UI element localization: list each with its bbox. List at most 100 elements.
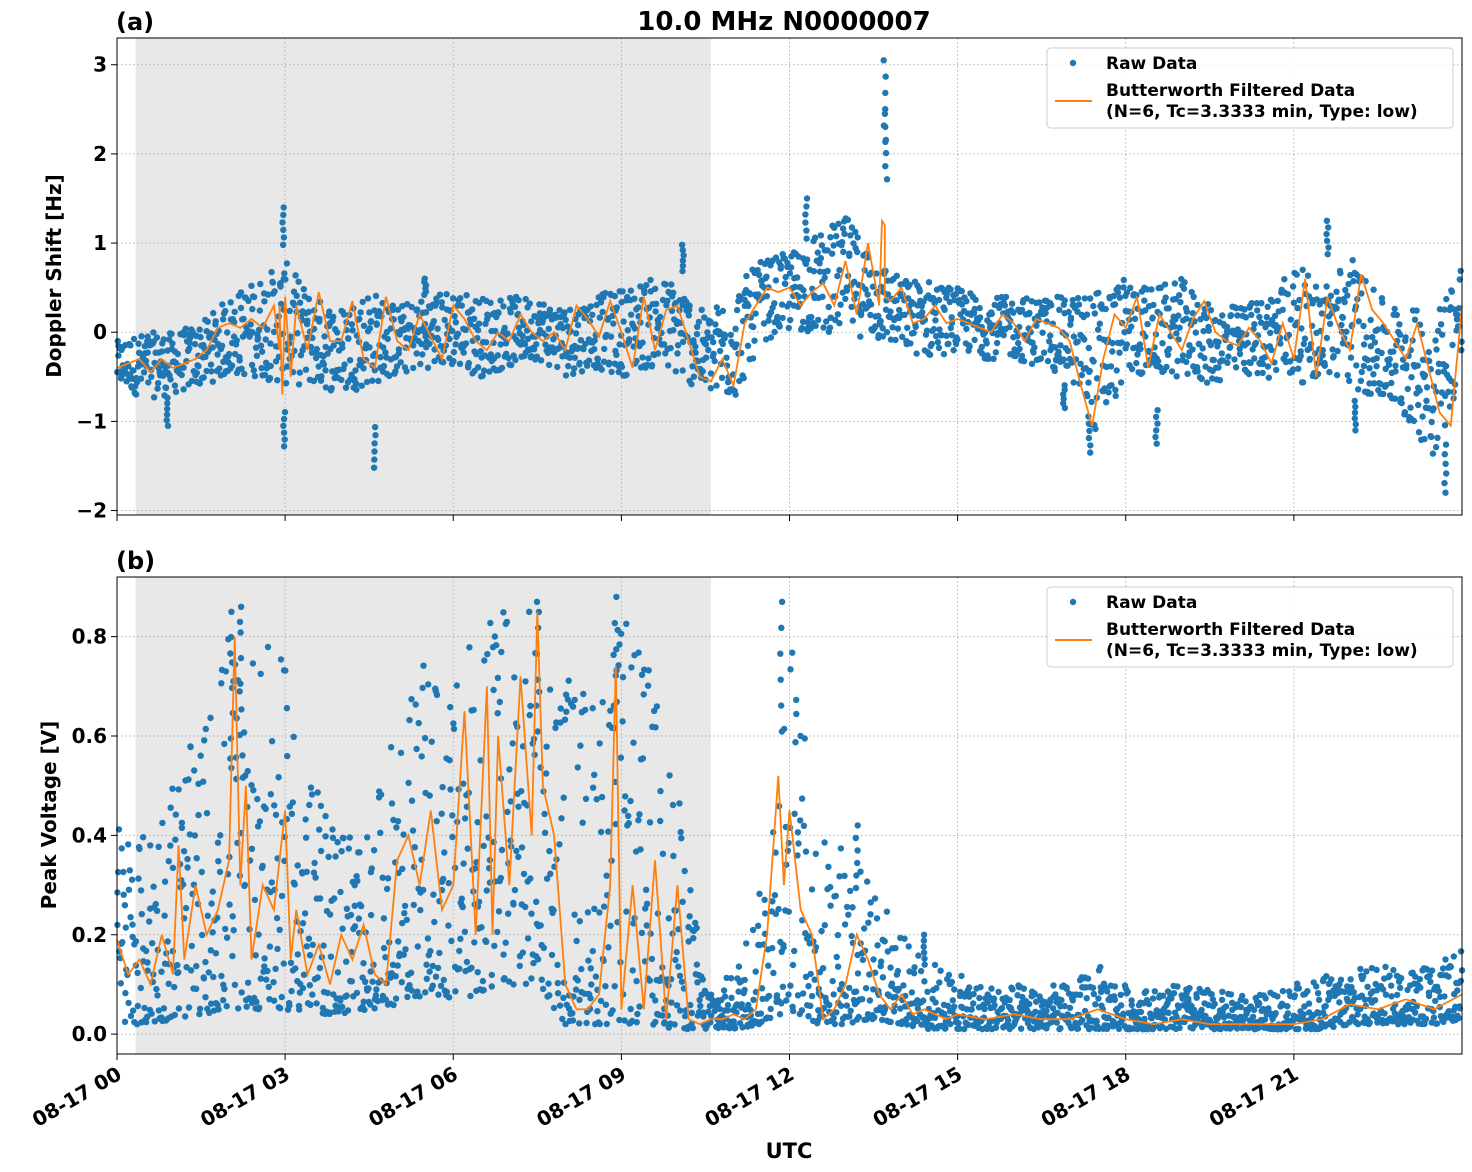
raw-data-point (416, 993, 423, 1000)
raw-data-point (196, 380, 203, 387)
raw-data-point (776, 1011, 784, 1018)
raw-data-point (1300, 1011, 1307, 1018)
raw-data-point (881, 938, 888, 945)
raw-data-point (1057, 1025, 1064, 1032)
raw-data-point (883, 329, 891, 336)
raw-data-point (1323, 283, 1330, 290)
raw-data-point (601, 345, 608, 353)
raw-data-point (1382, 963, 1389, 971)
raw-data-point (474, 364, 482, 371)
raw-data-point (954, 336, 961, 343)
raw-data-point (280, 415, 288, 423)
raw-data-point (1232, 305, 1240, 312)
raw-data-point (882, 89, 889, 97)
raw-data-point (1361, 996, 1369, 1003)
raw-data-point (461, 815, 469, 822)
raw-data-point (1227, 343, 1234, 351)
raw-data-point (881, 110, 889, 118)
raw-data-point (638, 671, 646, 678)
raw-data-point (1313, 296, 1321, 303)
raw-data-point (310, 869, 318, 876)
raw-data-point (392, 973, 399, 980)
raw-data-point (640, 691, 647, 698)
raw-data-point (294, 951, 301, 958)
raw-data-point (826, 1001, 833, 1009)
raw-data-point (1090, 302, 1097, 310)
raw-data-point (1088, 398, 1095, 406)
raw-data-point (616, 1016, 623, 1024)
raw-data-point (1061, 297, 1068, 304)
raw-data-point (253, 352, 261, 359)
raw-data-point (1335, 296, 1343, 303)
raw-data-point (1186, 984, 1193, 992)
raw-data-point (329, 826, 336, 833)
raw-data-point (1352, 427, 1359, 434)
raw-data-point (694, 979, 701, 986)
raw-data-point (334, 329, 341, 336)
raw-data-point (311, 859, 318, 867)
raw-data-point (794, 852, 801, 859)
raw-data-point (249, 329, 256, 336)
raw-data-point (678, 978, 686, 985)
raw-data-point (576, 996, 583, 1003)
raw-data-point (803, 227, 810, 234)
raw-data-point (582, 706, 589, 714)
raw-data-point (812, 850, 819, 857)
raw-data-point (1176, 324, 1183, 331)
raw-data-point (280, 422, 287, 429)
raw-data-point (668, 999, 675, 1006)
raw-data-point (236, 731, 244, 739)
raw-data-point (1223, 1003, 1230, 1010)
raw-data-point (306, 952, 314, 959)
raw-data-point (819, 293, 826, 300)
raw-data-point (815, 316, 822, 324)
raw-data-point (479, 372, 486, 379)
raw-data-point (293, 292, 300, 299)
raw-data-point (464, 845, 471, 852)
raw-data-point (322, 812, 329, 820)
raw-data-point (554, 961, 561, 969)
raw-data-point (1325, 224, 1332, 231)
raw-data-point (175, 1005, 183, 1012)
raw-data-point (932, 317, 939, 324)
raw-data-point (1390, 966, 1397, 974)
raw-data-point (1367, 390, 1374, 397)
raw-data-point (236, 618, 244, 626)
legend: Raw Data Butterworth Filtered Data (N=6,… (1046, 47, 1454, 129)
raw-data-point (840, 248, 847, 256)
raw-data-point (522, 903, 529, 911)
raw-data-point (554, 990, 562, 997)
raw-data-point (122, 924, 129, 931)
raw-data-point (310, 377, 317, 385)
raw-data-point (620, 318, 627, 325)
raw-data-point (702, 354, 710, 361)
raw-data-point (571, 911, 578, 918)
raw-data-point (947, 324, 954, 332)
raw-data-point (171, 1011, 178, 1019)
raw-data-point (589, 947, 596, 955)
raw-data-point (1210, 356, 1218, 364)
raw-data-point (1242, 998, 1249, 1005)
raw-data-point (875, 312, 882, 320)
raw-data-point (188, 942, 195, 950)
raw-data-point (629, 967, 636, 974)
raw-data-point (146, 918, 153, 925)
raw-data-point (579, 819, 586, 826)
raw-data-point (943, 290, 951, 297)
raw-data-point (367, 1001, 374, 1008)
raw-data-point (654, 350, 662, 357)
raw-data-point (203, 367, 210, 375)
raw-data-point (832, 892, 839, 900)
raw-data-point (448, 937, 455, 945)
raw-data-point (373, 986, 380, 993)
raw-data-point (1115, 1025, 1123, 1033)
raw-data-point (690, 935, 697, 942)
raw-data-point (507, 798, 514, 805)
raw-data-point (222, 307, 229, 315)
raw-data-point (728, 975, 735, 982)
raw-data-point (456, 965, 463, 972)
raw-data-point (315, 363, 322, 370)
raw-data-point (687, 887, 694, 894)
raw-data-point (587, 995, 594, 1002)
